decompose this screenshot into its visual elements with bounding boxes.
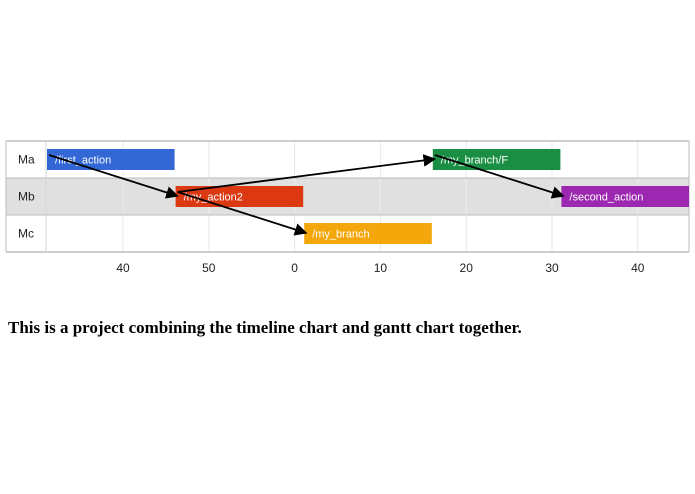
row-label: Ma [18, 153, 35, 167]
x-tick-label: 50 [202, 261, 216, 275]
bar-label: /my_branch/F [441, 155, 509, 167]
x-tick-label: 10 [374, 261, 388, 275]
x-tick-label: 40 [116, 261, 130, 275]
x-tick-label: 0 [291, 261, 298, 275]
dependency-arrow [177, 154, 437, 193]
dependency-arrow [177, 191, 308, 236]
timeline-chart: Ma Mb Mc/first_action/my_action2/my_branch… [5, 140, 690, 275]
dependency-arrow [434, 154, 565, 199]
timeline-bar[interactable] [561, 186, 689, 207]
bar-label: /first_action [55, 155, 111, 167]
caption-text: This is a project combining the timeline… [8, 318, 522, 337]
x-tick-label: 30 [545, 261, 559, 275]
x-tick-label: 20 [460, 261, 474, 275]
bar-label: /my_action2 [184, 192, 243, 204]
row-label: Mc [18, 227, 34, 241]
timeline-chart-svg: Ma Mb Mc/first_action/my_action2/my_branch… [5, 140, 690, 275]
bar-label: /my_branch [312, 229, 369, 241]
row-label: Mb [18, 190, 35, 204]
bar-label: /second_action [569, 192, 643, 204]
timeline-bar[interactable] [304, 223, 432, 244]
dependency-arrow [48, 154, 179, 199]
x-tick-label: 40 [631, 261, 645, 275]
